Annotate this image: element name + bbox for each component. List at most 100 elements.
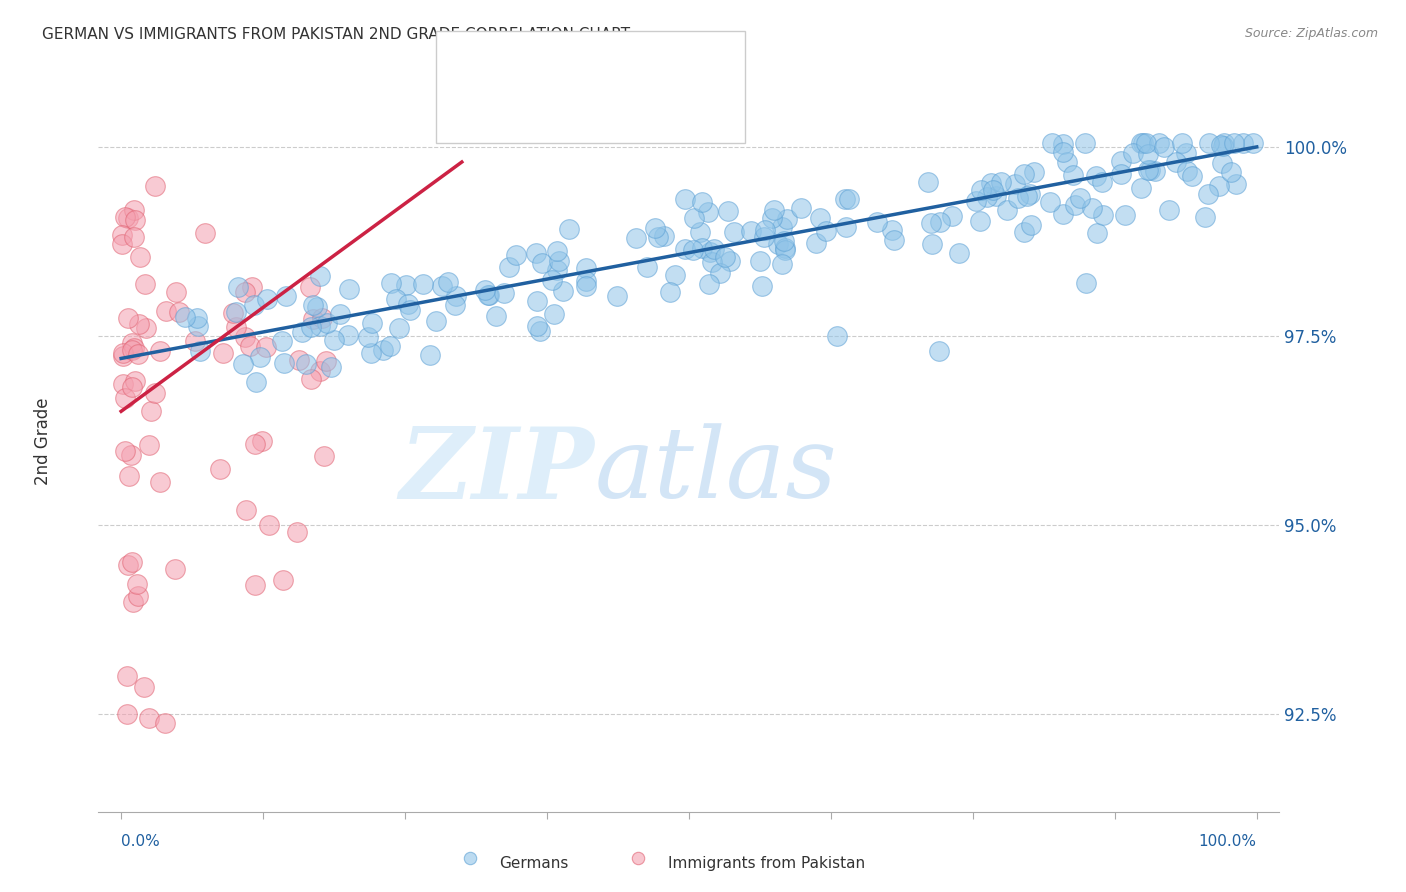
Point xyxy=(636,260,658,275)
Point xyxy=(682,244,704,258)
Point xyxy=(1069,191,1091,205)
Point xyxy=(697,277,720,292)
Point xyxy=(122,342,145,356)
Point xyxy=(273,573,295,587)
Point xyxy=(124,212,146,227)
Point xyxy=(114,391,136,405)
Point xyxy=(360,346,382,360)
Point xyxy=(1208,178,1230,193)
Point xyxy=(143,385,166,400)
Text: 100.0%: 100.0% xyxy=(1199,834,1257,849)
Point xyxy=(115,669,138,683)
Text: 71: 71 xyxy=(626,101,648,119)
Point xyxy=(149,344,172,359)
Point xyxy=(703,242,725,256)
Point xyxy=(773,243,796,257)
Point xyxy=(240,280,263,294)
Point xyxy=(225,304,247,318)
Point xyxy=(526,293,548,308)
Text: ZIP: ZIP xyxy=(399,423,595,519)
Point xyxy=(1211,155,1233,169)
Point xyxy=(883,233,905,247)
Point xyxy=(243,298,266,312)
Point xyxy=(134,680,156,694)
Point xyxy=(380,276,402,290)
Point xyxy=(165,285,187,300)
Point xyxy=(112,350,135,364)
Point xyxy=(254,340,277,354)
Point xyxy=(243,437,266,451)
Point xyxy=(1092,208,1115,222)
Point xyxy=(312,449,335,463)
Point xyxy=(921,237,943,252)
Point xyxy=(941,209,963,223)
Point xyxy=(184,334,207,348)
Point xyxy=(117,211,139,226)
Point xyxy=(1064,198,1087,212)
Point xyxy=(970,183,993,197)
Point xyxy=(208,461,231,475)
Point xyxy=(1130,136,1153,150)
Point xyxy=(315,353,337,368)
Point xyxy=(1007,191,1029,205)
Point xyxy=(709,266,731,280)
Point xyxy=(762,202,785,217)
Point xyxy=(969,214,991,228)
Point xyxy=(690,241,713,255)
Point xyxy=(285,525,308,540)
Point xyxy=(1052,137,1074,152)
Point xyxy=(309,319,332,334)
Point xyxy=(1114,208,1136,222)
Point xyxy=(1149,136,1171,150)
Point xyxy=(165,562,187,576)
Point xyxy=(1241,136,1264,150)
Point xyxy=(543,307,565,321)
Point xyxy=(723,225,745,239)
Text: N =: N = xyxy=(591,101,627,119)
Point xyxy=(388,321,411,335)
Point xyxy=(689,225,711,239)
Point xyxy=(1139,162,1161,177)
Point xyxy=(373,343,395,358)
Point xyxy=(700,255,723,269)
Point xyxy=(357,330,380,344)
Point xyxy=(174,310,197,325)
Point xyxy=(256,292,278,306)
Point xyxy=(444,289,467,303)
Text: Source: ZipAtlas.com: Source: ZipAtlas.com xyxy=(1244,27,1378,40)
Point xyxy=(526,318,548,333)
Point xyxy=(752,230,775,244)
Point xyxy=(124,203,146,218)
Point xyxy=(299,372,322,386)
Point xyxy=(575,260,598,275)
Point xyxy=(301,312,323,326)
Point xyxy=(928,343,950,358)
Point xyxy=(699,245,721,260)
Point xyxy=(1164,155,1187,169)
Point xyxy=(288,353,311,368)
Point xyxy=(239,338,262,352)
Point xyxy=(1175,145,1198,160)
Point xyxy=(773,241,796,255)
Point xyxy=(222,306,245,320)
Point xyxy=(273,356,295,370)
Point xyxy=(114,211,136,225)
Point xyxy=(1085,169,1108,184)
Point xyxy=(547,244,569,259)
Text: Germans: Germans xyxy=(499,856,568,871)
Point xyxy=(920,216,942,230)
Point xyxy=(115,706,138,721)
Point xyxy=(1222,136,1244,150)
Point xyxy=(644,221,666,235)
Point xyxy=(141,404,163,418)
Point xyxy=(1022,165,1045,179)
Point xyxy=(1181,169,1204,184)
Point xyxy=(111,237,134,252)
Point xyxy=(664,268,686,282)
Point xyxy=(770,220,793,235)
Point xyxy=(825,328,848,343)
Point xyxy=(835,219,858,234)
Point xyxy=(1080,202,1102,216)
Point xyxy=(319,359,342,374)
Point xyxy=(834,192,856,206)
